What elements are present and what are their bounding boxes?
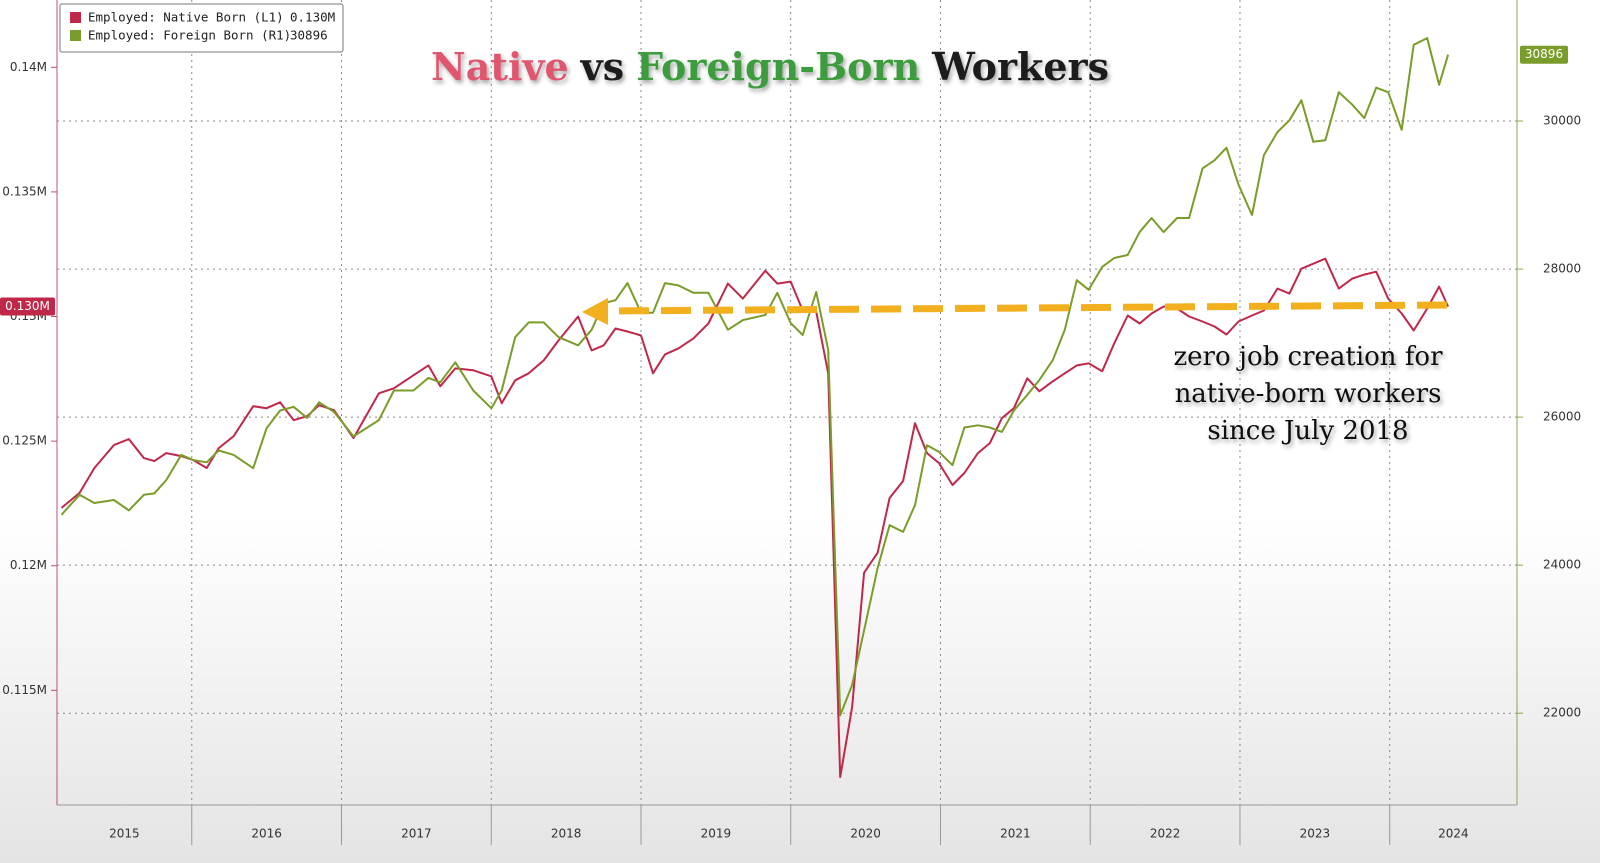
legend-box — [59, 3, 344, 53]
arrow-shaft — [605, 301, 1448, 315]
annotation-line: zero job creation for — [1173, 342, 1443, 372]
last-value-label: 0.130M — [5, 299, 50, 313]
y-tick-label: 0.135M — [2, 184, 47, 198]
legend-value: 30896 — [290, 28, 328, 43]
y2-tick-label: 24000 — [1543, 558, 1581, 572]
title-part: Foreign-Born — [636, 44, 920, 89]
title-part: Workers — [931, 44, 1109, 89]
annotation-line: native-born workers — [1175, 379, 1442, 409]
y-tick-label: 0.115M — [2, 683, 47, 697]
last-value-badge — [0, 297, 55, 316]
x-tick-label: 2021 — [1000, 827, 1031, 841]
title-part: Native — [431, 44, 569, 89]
x-tick-label: 2015 — [109, 827, 140, 841]
y2-tick-label: 26000 — [1543, 410, 1581, 424]
arrow-head — [582, 298, 608, 325]
arrow — [582, 298, 1448, 325]
chart-title: Native vs Foreign-Born Workers — [431, 44, 1109, 89]
last-value-badge — [1520, 45, 1568, 64]
legend-label: Employed: Native Born (L1) — [88, 10, 284, 25]
annotation-line: since July 2018 — [1207, 416, 1408, 446]
last-value-badges: 0.130M 30896 — [0, 45, 1568, 316]
y2-tick-label: 30000 — [1543, 114, 1581, 128]
legend: Employed: Native Born (L1) 0.130M Employed… — [59, 3, 344, 53]
x-tick-label: 2024 — [1438, 827, 1469, 841]
series-line — [60, 37, 1450, 717]
x-tick-label: 2018 — [551, 827, 582, 841]
y-tick-label: 0.14M — [10, 60, 47, 74]
legend-swatch — [70, 30, 81, 41]
x-tick-label: 2023 — [1300, 827, 1331, 841]
x-tick-label: 2016 — [251, 827, 282, 841]
x-tick-label: 2020 — [850, 827, 881, 841]
y2-tick-label: 22000 — [1543, 706, 1581, 720]
title-part: vs — [580, 44, 624, 89]
x-tick-label: 2022 — [1150, 827, 1181, 841]
y-tick-label: 0.125M — [2, 434, 47, 448]
x-tick-label: 2017 — [401, 827, 432, 841]
legend-value: 0.130M — [290, 10, 335, 25]
last-value-label: 30896 — [1525, 47, 1563, 61]
legend-swatch — [70, 12, 81, 23]
y2-tick-label: 28000 — [1543, 262, 1581, 276]
x-tick-label: 2019 — [701, 827, 732, 841]
y-tick-label: 0.12M — [10, 558, 47, 572]
legend-label: Employed: Foreign Born (R1) — [88, 28, 291, 43]
annotation: zero job creation for native-born workers… — [1173, 342, 1443, 446]
